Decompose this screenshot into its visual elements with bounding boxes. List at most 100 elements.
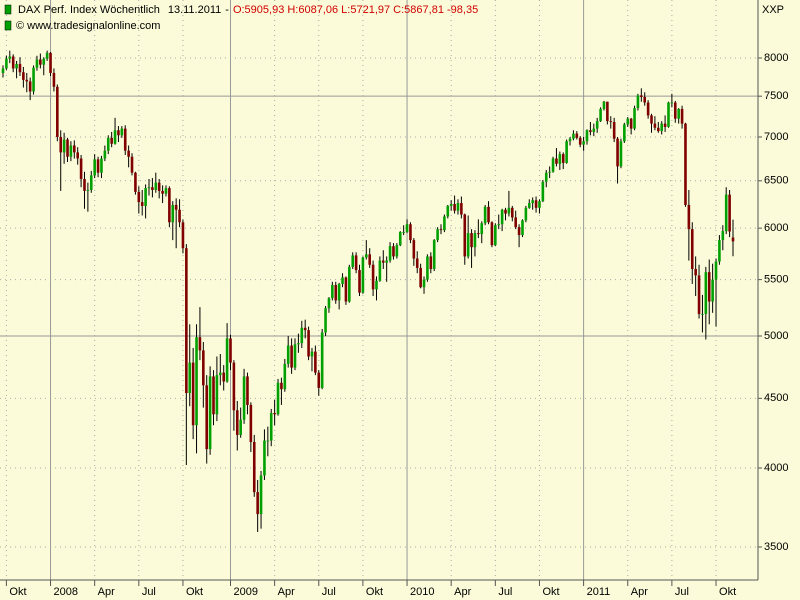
y-tick-label: 8000 xyxy=(764,52,788,64)
candle-body xyxy=(32,67,35,92)
candle-body xyxy=(113,130,117,144)
candle-body xyxy=(103,150,107,159)
y-tick-label: 3500 xyxy=(764,541,788,553)
x-tick-label: Apr xyxy=(98,586,115,598)
candle-body xyxy=(711,279,714,302)
candle-body xyxy=(195,337,198,426)
candle-body xyxy=(521,220,524,236)
candle-body xyxy=(22,72,25,80)
candle-body xyxy=(490,222,494,246)
candle-body xyxy=(110,137,113,144)
candle-body xyxy=(39,59,42,65)
candle-body xyxy=(314,351,317,373)
x-tick-label: Okt xyxy=(366,586,383,598)
candle-body xyxy=(249,404,253,442)
candle-body xyxy=(293,344,297,368)
x-tick-label: Jul xyxy=(675,586,689,598)
candle-body xyxy=(290,345,293,368)
candle-body xyxy=(198,337,202,351)
candle-body xyxy=(673,102,677,119)
candle-body xyxy=(252,441,256,493)
candle-body xyxy=(354,255,358,271)
x-tick-label: Okt xyxy=(719,586,736,598)
candle-body xyxy=(140,202,144,206)
candle-body xyxy=(707,272,711,302)
x-tick-label: Okt xyxy=(542,586,559,598)
y-tick-label: 5000 xyxy=(764,330,788,342)
candle-body xyxy=(646,102,650,116)
candle-body xyxy=(517,227,521,236)
candle-body xyxy=(331,285,334,299)
candle-body xyxy=(69,145,73,157)
candle-body xyxy=(239,419,242,435)
candle-body xyxy=(398,232,402,246)
candle-body xyxy=(606,101,609,122)
candle-body xyxy=(653,123,657,128)
candle-body xyxy=(127,150,130,157)
candle-body xyxy=(307,330,310,357)
candle-body xyxy=(56,86,59,137)
source: © www.tradesignalonline.com xyxy=(16,20,160,32)
candle-body xyxy=(415,258,419,268)
candle-body xyxy=(375,280,378,290)
grid xyxy=(0,0,762,586)
candle-body xyxy=(235,410,239,435)
candle-body xyxy=(317,372,321,388)
candle-body xyxy=(663,123,667,127)
candle-body xyxy=(616,138,619,167)
candle-body xyxy=(229,338,232,363)
candle-body xyxy=(575,133,579,138)
candle-body xyxy=(405,224,409,233)
candle-body xyxy=(633,108,636,129)
candle-body xyxy=(157,182,161,191)
x-tick-label: Jul xyxy=(142,586,156,598)
candle-body xyxy=(449,204,453,206)
candle-body xyxy=(429,256,433,269)
candle-body xyxy=(714,261,718,280)
symbol: XXP xyxy=(762,4,784,16)
candle-body xyxy=(572,133,575,139)
y-tick-label: 4000 xyxy=(764,462,788,474)
candle-body xyxy=(15,63,18,69)
candle-body xyxy=(514,217,517,228)
candle-body xyxy=(283,363,287,390)
candle-body xyxy=(263,440,266,476)
candle-body xyxy=(181,222,185,249)
candle-body xyxy=(612,121,616,139)
x-tick-label: Apr xyxy=(454,586,471,598)
candle-body xyxy=(212,376,215,415)
candle-body xyxy=(463,214,467,257)
candle-body xyxy=(171,204,175,223)
candle-body xyxy=(602,101,606,109)
candle-body xyxy=(694,268,697,276)
candle-body xyxy=(626,118,630,125)
candle-body xyxy=(657,127,660,132)
candle-body xyxy=(144,188,147,206)
candle-body xyxy=(96,159,100,173)
candle-body xyxy=(25,79,29,82)
candle-body xyxy=(565,141,568,163)
source-icon xyxy=(4,20,12,31)
candle-body xyxy=(49,52,52,73)
candle-body xyxy=(45,52,49,59)
x-tick-label: 2011 xyxy=(587,586,611,598)
candle-body xyxy=(361,257,365,293)
y-tick-label: 7500 xyxy=(764,90,788,102)
candle-body xyxy=(130,156,134,173)
candle-body xyxy=(341,277,344,284)
candle-body xyxy=(334,285,338,301)
candle-body xyxy=(582,141,585,145)
candle-body xyxy=(280,382,283,390)
candle-body xyxy=(585,130,589,142)
candle-body xyxy=(324,308,327,333)
candle-body xyxy=(154,182,158,190)
candle-body xyxy=(66,139,69,157)
candle-body xyxy=(161,190,164,194)
candle-body xyxy=(222,372,225,382)
candle-body xyxy=(538,201,541,208)
candle-body xyxy=(266,440,270,442)
candle-body xyxy=(147,187,151,189)
candle-body xyxy=(500,209,504,225)
x-tick-label: Apr xyxy=(278,586,295,598)
